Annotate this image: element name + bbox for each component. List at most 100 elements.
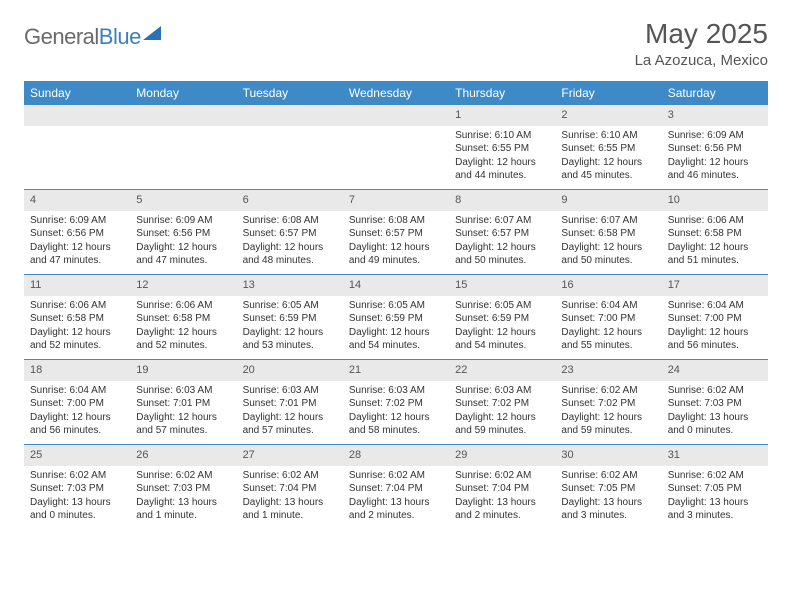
sunset-text: Sunset: 6:58 PM bbox=[30, 312, 124, 326]
day-body: Sunrise: 6:06 AMSunset: 6:58 PMDaylight:… bbox=[662, 211, 768, 274]
daylight-text: Daylight: 13 hours and 1 minute. bbox=[136, 496, 230, 523]
sunset-text: Sunset: 7:02 PM bbox=[561, 397, 655, 411]
sunrise-text: Sunrise: 6:08 AM bbox=[349, 214, 443, 228]
day-body: Sunrise: 6:08 AMSunset: 6:57 PMDaylight:… bbox=[343, 211, 449, 274]
daylight-text: Daylight: 12 hours and 52 minutes. bbox=[30, 326, 124, 353]
day-body: Sunrise: 6:05 AMSunset: 6:59 PMDaylight:… bbox=[237, 296, 343, 359]
day-cell: 10Sunrise: 6:06 AMSunset: 6:58 PMDayligh… bbox=[662, 190, 768, 274]
day-body: Sunrise: 6:05 AMSunset: 6:59 PMDaylight:… bbox=[343, 296, 449, 359]
day-cell: 18Sunrise: 6:04 AMSunset: 7:00 PMDayligh… bbox=[24, 360, 130, 444]
day-number: 12 bbox=[130, 275, 236, 296]
day-body: Sunrise: 6:09 AMSunset: 6:56 PMDaylight:… bbox=[130, 211, 236, 274]
day-cell bbox=[130, 105, 236, 189]
day-cell: 27Sunrise: 6:02 AMSunset: 7:04 PMDayligh… bbox=[237, 445, 343, 529]
sunrise-text: Sunrise: 6:04 AM bbox=[668, 299, 762, 313]
daylight-text: Daylight: 12 hours and 54 minutes. bbox=[349, 326, 443, 353]
sunset-text: Sunset: 6:56 PM bbox=[30, 227, 124, 241]
sunset-text: Sunset: 6:56 PM bbox=[668, 142, 762, 156]
weekday-header: Thursday bbox=[449, 81, 555, 105]
sunset-text: Sunset: 6:56 PM bbox=[136, 227, 230, 241]
day-number: 11 bbox=[24, 275, 130, 296]
sunrise-text: Sunrise: 6:10 AM bbox=[455, 129, 549, 143]
day-number: 26 bbox=[130, 445, 236, 466]
sunrise-text: Sunrise: 6:05 AM bbox=[455, 299, 549, 313]
sunrise-text: Sunrise: 6:02 AM bbox=[561, 469, 655, 483]
daylight-text: Daylight: 12 hours and 55 minutes. bbox=[561, 326, 655, 353]
day-cell: 1Sunrise: 6:10 AMSunset: 6:55 PMDaylight… bbox=[449, 105, 555, 189]
day-number: 1 bbox=[449, 105, 555, 126]
sunrise-text: Sunrise: 6:02 AM bbox=[455, 469, 549, 483]
day-body: Sunrise: 6:02 AMSunset: 7:03 PMDaylight:… bbox=[24, 466, 130, 529]
day-body: Sunrise: 6:03 AMSunset: 7:01 PMDaylight:… bbox=[237, 381, 343, 444]
sunrise-text: Sunrise: 6:09 AM bbox=[668, 129, 762, 143]
sunrise-text: Sunrise: 6:07 AM bbox=[561, 214, 655, 228]
daylight-text: Daylight: 13 hours and 1 minute. bbox=[243, 496, 337, 523]
day-cell: 19Sunrise: 6:03 AMSunset: 7:01 PMDayligh… bbox=[130, 360, 236, 444]
daylight-text: Daylight: 12 hours and 56 minutes. bbox=[668, 326, 762, 353]
weekday-header: Saturday bbox=[662, 81, 768, 105]
day-body: Sunrise: 6:09 AMSunset: 6:56 PMDaylight:… bbox=[662, 126, 768, 189]
sunset-text: Sunset: 6:59 PM bbox=[455, 312, 549, 326]
day-cell: 16Sunrise: 6:04 AMSunset: 7:00 PMDayligh… bbox=[555, 275, 661, 359]
daylight-text: Daylight: 12 hours and 49 minutes. bbox=[349, 241, 443, 268]
sunset-text: Sunset: 7:01 PM bbox=[243, 397, 337, 411]
day-cell: 24Sunrise: 6:02 AMSunset: 7:03 PMDayligh… bbox=[662, 360, 768, 444]
day-cell: 13Sunrise: 6:05 AMSunset: 6:59 PMDayligh… bbox=[237, 275, 343, 359]
logo-text-gray: General bbox=[24, 24, 99, 49]
daylight-text: Daylight: 12 hours and 45 minutes. bbox=[561, 156, 655, 183]
sunrise-text: Sunrise: 6:03 AM bbox=[349, 384, 443, 398]
sunrise-text: Sunrise: 6:09 AM bbox=[30, 214, 124, 228]
sunset-text: Sunset: 6:55 PM bbox=[561, 142, 655, 156]
day-body: Sunrise: 6:05 AMSunset: 6:59 PMDaylight:… bbox=[449, 296, 555, 359]
day-body: Sunrise: 6:09 AMSunset: 6:56 PMDaylight:… bbox=[24, 211, 130, 274]
day-number: 23 bbox=[555, 360, 661, 381]
day-cell: 30Sunrise: 6:02 AMSunset: 7:05 PMDayligh… bbox=[555, 445, 661, 529]
sunset-text: Sunset: 6:57 PM bbox=[349, 227, 443, 241]
day-cell bbox=[237, 105, 343, 189]
calendar-weeks: 1Sunrise: 6:10 AMSunset: 6:55 PMDaylight… bbox=[24, 105, 768, 529]
sunrise-text: Sunrise: 6:03 AM bbox=[136, 384, 230, 398]
day-number: 27 bbox=[237, 445, 343, 466]
day-body: Sunrise: 6:03 AMSunset: 7:02 PMDaylight:… bbox=[449, 381, 555, 444]
day-number: 8 bbox=[449, 190, 555, 211]
daylight-text: Daylight: 13 hours and 3 minutes. bbox=[561, 496, 655, 523]
day-body: Sunrise: 6:02 AMSunset: 7:04 PMDaylight:… bbox=[449, 466, 555, 529]
day-number bbox=[237, 105, 343, 126]
sunset-text: Sunset: 6:58 PM bbox=[136, 312, 230, 326]
day-body: Sunrise: 6:02 AMSunset: 7:04 PMDaylight:… bbox=[237, 466, 343, 529]
sunrise-text: Sunrise: 6:02 AM bbox=[561, 384, 655, 398]
day-number: 22 bbox=[449, 360, 555, 381]
daylight-text: Daylight: 13 hours and 3 minutes. bbox=[668, 496, 762, 523]
day-cell: 28Sunrise: 6:02 AMSunset: 7:04 PMDayligh… bbox=[343, 445, 449, 529]
logo-text: GeneralBlue bbox=[24, 24, 141, 50]
sunset-text: Sunset: 7:00 PM bbox=[561, 312, 655, 326]
week-row: 1 Sunrise: 6:10 AM Sunset: 6:55 PMDaylight… bbox=[24, 105, 768, 189]
day-cell: 14Sunrise: 6:05 AMSunset: 6:59 PMDayligh… bbox=[343, 275, 449, 359]
day-number: 10 bbox=[662, 190, 768, 211]
sunrise-text: Sunrise: 6:04 AM bbox=[561, 299, 655, 313]
sunrise-text: Sunrise: 6:09 AM bbox=[136, 214, 230, 228]
day-body: Sunrise: 6:02 AMSunset: 7:04 PMDaylight:… bbox=[343, 466, 449, 529]
day-number: 7 bbox=[343, 190, 449, 211]
daylight-text: Daylight: 12 hours and 47 minutes. bbox=[136, 241, 230, 268]
day-body: Sunrise: 6:04 AMSunset: 7:00 PMDaylight:… bbox=[662, 296, 768, 359]
day-body: Sunrise: 6:02 AMSunset: 7:03 PMDaylight:… bbox=[130, 466, 236, 529]
day-body: Sunrise: 6:04 AMSunset: 7:00 PMDaylight:… bbox=[24, 381, 130, 444]
day-body: Sunrise: 6:06 AMSunset: 6:58 PMDaylight:… bbox=[24, 296, 130, 359]
day-cell bbox=[343, 105, 449, 189]
day-cell: 22Sunrise: 6:03 AMSunset: 7:02 PMDayligh… bbox=[449, 360, 555, 444]
day-cell: 15Sunrise: 6:05 AMSunset: 6:59 PMDayligh… bbox=[449, 275, 555, 359]
sunrise-text: Sunrise: 6:02 AM bbox=[136, 469, 230, 483]
weekday-header: Tuesday bbox=[237, 81, 343, 105]
day-body: Sunrise: 6:08 AMSunset: 6:57 PMDaylight:… bbox=[237, 211, 343, 274]
day-body: Sunrise: 6:07 AMSunset: 6:58 PMDaylight:… bbox=[555, 211, 661, 274]
sunrise-text: Sunrise: 6:04 AM bbox=[30, 384, 124, 398]
daylight-text: Daylight: 12 hours and 57 minutes. bbox=[136, 411, 230, 438]
daylight-text: Daylight: 12 hours and 54 minutes. bbox=[455, 326, 549, 353]
day-number: 3 bbox=[662, 105, 768, 126]
sunset-text: Sunset: 7:04 PM bbox=[455, 482, 549, 496]
sunset-text: Sunset: 7:04 PM bbox=[349, 482, 443, 496]
sunrise-text: Sunrise: 6:02 AM bbox=[668, 384, 762, 398]
sunset-text: Sunset: 6:59 PM bbox=[349, 312, 443, 326]
day-cell: 29Sunrise: 6:02 AMSunset: 7:04 PMDayligh… bbox=[449, 445, 555, 529]
